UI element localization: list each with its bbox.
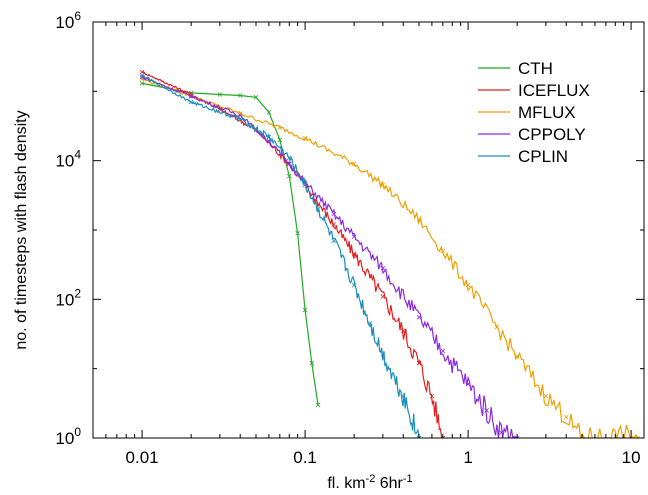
data-point [484, 408, 489, 413]
data-point [266, 109, 272, 115]
data-point [315, 206, 321, 212]
x-tick-label: 10 [622, 448, 641, 467]
y-axis-label: no. of timesteps with flash density [13, 110, 30, 349]
y-tick-label: 102 [55, 286, 81, 309]
data-point [188, 99, 194, 105]
data-point [253, 95, 259, 100]
y-tick-label: 104 [55, 148, 81, 171]
data-point [217, 92, 223, 97]
series-line-cplin [141, 74, 420, 438]
data-point [465, 282, 471, 288]
series-cth [139, 81, 321, 408]
data-point [139, 69, 145, 75]
data-point [380, 294, 386, 299]
data-point [139, 73, 145, 78]
data-point [367, 321, 373, 326]
data-point [400, 393, 406, 399]
series-layer [139, 69, 641, 438]
data-point [543, 393, 549, 399]
data-point [237, 111, 243, 116]
x-tick-label: 0.1 [293, 448, 317, 467]
series-line-iceflux [141, 71, 443, 438]
x-axis-label-sup2: -1 [403, 473, 413, 485]
data-point [416, 360, 422, 366]
data-point [440, 435, 446, 438]
data-point [563, 414, 569, 420]
data-point [351, 161, 357, 167]
data-point [514, 354, 520, 359]
x-tick-label: 0.01 [126, 448, 159, 467]
data-point [266, 134, 272, 140]
legend-label-iceflux: ICEFLUX [518, 81, 590, 100]
x-axis-label-mid: 6hr [375, 475, 403, 492]
x-axis-label: fl. km-2 6hr-1 [327, 473, 412, 492]
data-point [302, 136, 308, 141]
ticks-layer: 0.01 0.1 1 10 100 102 104 106 [55, 9, 644, 467]
legend-label-cppoly: CPPOLY [518, 125, 586, 144]
series-cppoly [139, 74, 520, 438]
x-tick-label: 1 [463, 448, 472, 467]
data-point [277, 137, 283, 143]
data-point [416, 217, 422, 223]
data-point [309, 360, 315, 366]
data-point [188, 93, 194, 99]
data-point [380, 352, 386, 357]
x-axis-label-main: fl. km [327, 475, 365, 492]
data-point [237, 93, 243, 98]
x-axis-label-sup1: -2 [366, 473, 376, 485]
data-point [139, 81, 145, 86]
legend-label-cth: CTH [518, 59, 553, 78]
data-point [277, 125, 283, 130]
data-point [499, 430, 504, 435]
data-point [465, 381, 471, 387]
data-point [331, 238, 337, 244]
data-point [315, 402, 321, 408]
data-point [429, 393, 435, 399]
data-point [302, 182, 308, 187]
data-point [286, 173, 292, 179]
series-line-cth [141, 82, 319, 405]
data-point [400, 328, 406, 334]
y-tick-label: 100 [55, 425, 81, 448]
data-point [351, 282, 357, 288]
data-point [351, 234, 357, 240]
data-point [579, 435, 585, 438]
data-point [494, 324, 500, 330]
data-point [295, 230, 300, 236]
data-point [237, 116, 243, 122]
data-point [351, 251, 357, 257]
series-cplin [139, 73, 422, 438]
data-point [380, 266, 386, 271]
data-point [628, 435, 634, 438]
data-point [635, 435, 641, 438]
data-point [440, 348, 446, 354]
data-point [514, 435, 520, 438]
data-point [331, 222, 337, 227]
data-point [302, 307, 308, 313]
data-point [286, 155, 292, 161]
series-line-cppoly [141, 76, 517, 438]
y-tick-label: 106 [55, 9, 81, 32]
legend-label-mflux: MFLUX [518, 103, 576, 122]
series-iceflux [139, 69, 446, 438]
legend: CTH ICEFLUX MFLUX CPPOLY CPLIN [478, 59, 590, 166]
data-point [416, 315, 422, 320]
data-point [416, 435, 422, 438]
legend-label-cplin: CPLIN [518, 147, 568, 166]
data-point [331, 211, 337, 217]
data-point [380, 182, 386, 187]
data-point [440, 248, 446, 254]
data-point [286, 161, 292, 167]
